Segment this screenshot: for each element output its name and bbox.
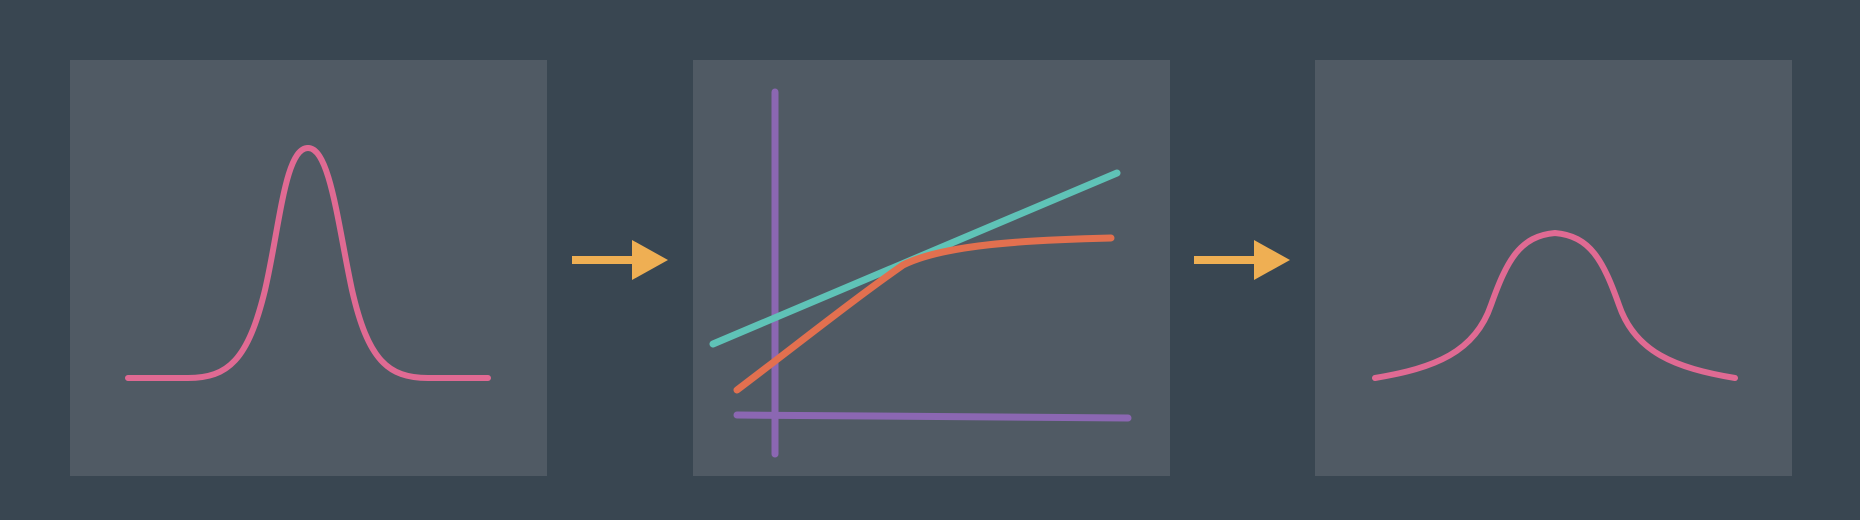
input-distribution-panel (70, 60, 547, 476)
x-axis (733, 411, 1132, 422)
input-distribution-plot (125, 145, 491, 381)
transfer-function-panel (693, 60, 1170, 476)
right-arrow-icon (1194, 240, 1290, 280)
right-arrow-icon (572, 240, 668, 280)
arrow-2-head (1254, 240, 1290, 280)
output-distribution-plot (1372, 230, 1738, 381)
curved-line (733, 234, 1115, 394)
output-bell-curve (1372, 230, 1738, 381)
arrow-1-shaft (572, 256, 632, 264)
arrow-2-shaft (1194, 256, 1254, 264)
output-distribution-panel (1315, 60, 1792, 476)
input-bell-curve (125, 145, 491, 381)
arrow-1-head (632, 240, 668, 280)
transfer-function-plot (709, 88, 1132, 458)
